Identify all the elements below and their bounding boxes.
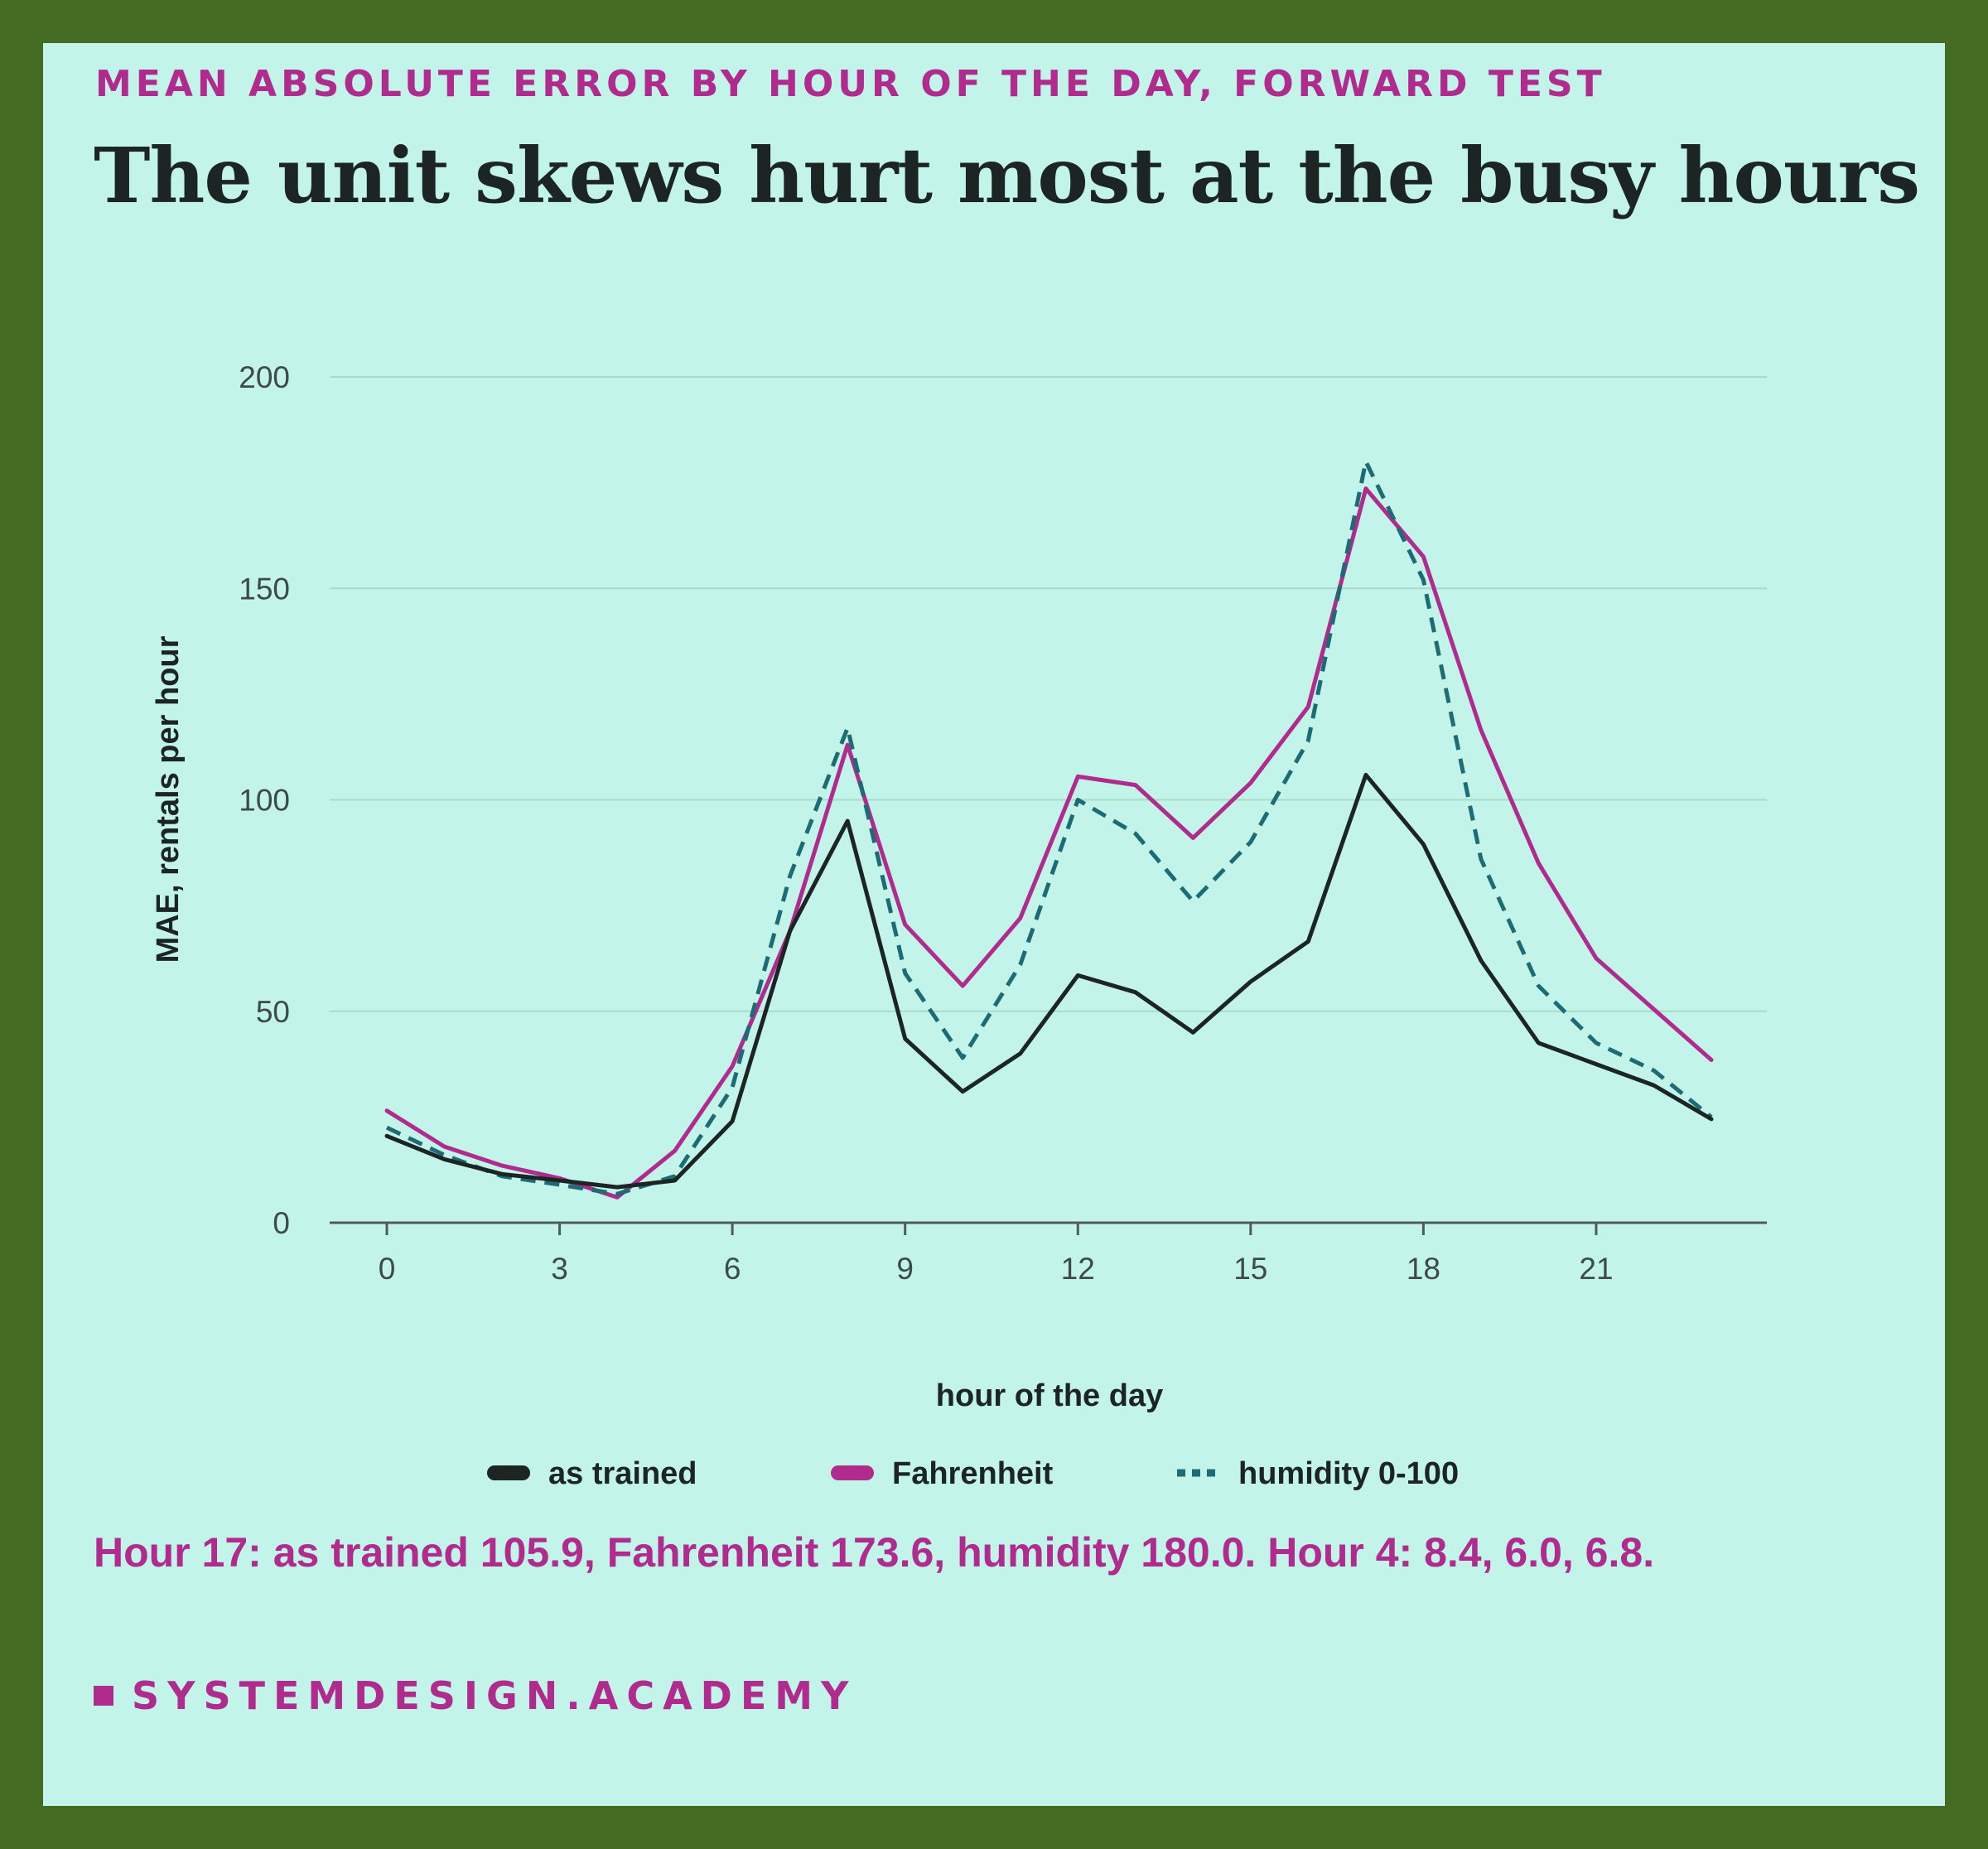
x-tick-label: 18 bbox=[1407, 1252, 1440, 1286]
legend-label: Fahrenheit bbox=[892, 1456, 1054, 1491]
legend-label: as trained bbox=[548, 1456, 697, 1491]
annotation-note: Hour 17: as trained 105.9, Fahrenheit 17… bbox=[94, 1529, 1655, 1576]
series-line-2 bbox=[385, 459, 1713, 1196]
y-axis-label: MAE, rentals per hour bbox=[151, 635, 186, 963]
x-tick-label: 21 bbox=[1579, 1252, 1613, 1286]
y-tick-label: 0 bbox=[273, 1206, 290, 1240]
y-tick-label: 50 bbox=[256, 995, 290, 1029]
x-tick-labels: 0 3 6 9 12 15 18 21 bbox=[379, 1223, 1614, 1286]
legend-swatch bbox=[831, 1465, 874, 1480]
legend-item-1: Fahrenheit bbox=[831, 1456, 1054, 1491]
legend-item-0: as trained bbox=[487, 1456, 697, 1491]
x-axis-label: hour of the day bbox=[936, 1378, 1163, 1413]
grid-lines bbox=[330, 376, 1767, 1012]
chart-kicker: MEAN ABSOLUTE ERROR BY HOUR OF THE DAY, … bbox=[95, 63, 1606, 105]
x-tick-label: 9 bbox=[896, 1252, 914, 1286]
y-tick-label: 200 bbox=[239, 360, 290, 394]
legend-item-2: humidity 0-100 bbox=[1177, 1456, 1459, 1491]
brand-name: SYSTEMDESIGN.ACADEMY bbox=[132, 1673, 857, 1718]
chart-card bbox=[43, 43, 1945, 1806]
y-tick-labels: 0 50 100 150 200 bbox=[239, 360, 290, 1240]
x-tick-label: 6 bbox=[724, 1252, 741, 1286]
x-tick-label: 15 bbox=[1233, 1252, 1267, 1286]
x-tick-label: 3 bbox=[551, 1252, 568, 1286]
x-tick-label: 12 bbox=[1061, 1252, 1095, 1286]
brand-square-icon bbox=[94, 1686, 113, 1706]
legend: as trained Fahrenheit humidity 0-100 bbox=[487, 1456, 1459, 1491]
series-lines bbox=[384, 459, 1714, 1200]
legend-label: humidity 0-100 bbox=[1238, 1456, 1459, 1491]
brand[interactable]: SYSTEMDESIGN.ACADEMY bbox=[94, 1673, 856, 1718]
series-line-0 bbox=[384, 772, 1714, 1190]
x-tick-label: 0 bbox=[379, 1252, 396, 1286]
chart-headline: The unit skews hurt most at the busy hou… bbox=[94, 131, 1920, 220]
series-line-1 bbox=[384, 486, 1714, 1200]
legend-swatch bbox=[487, 1465, 530, 1480]
y-tick-label: 150 bbox=[239, 572, 290, 606]
y-tick-label: 100 bbox=[239, 784, 290, 818]
